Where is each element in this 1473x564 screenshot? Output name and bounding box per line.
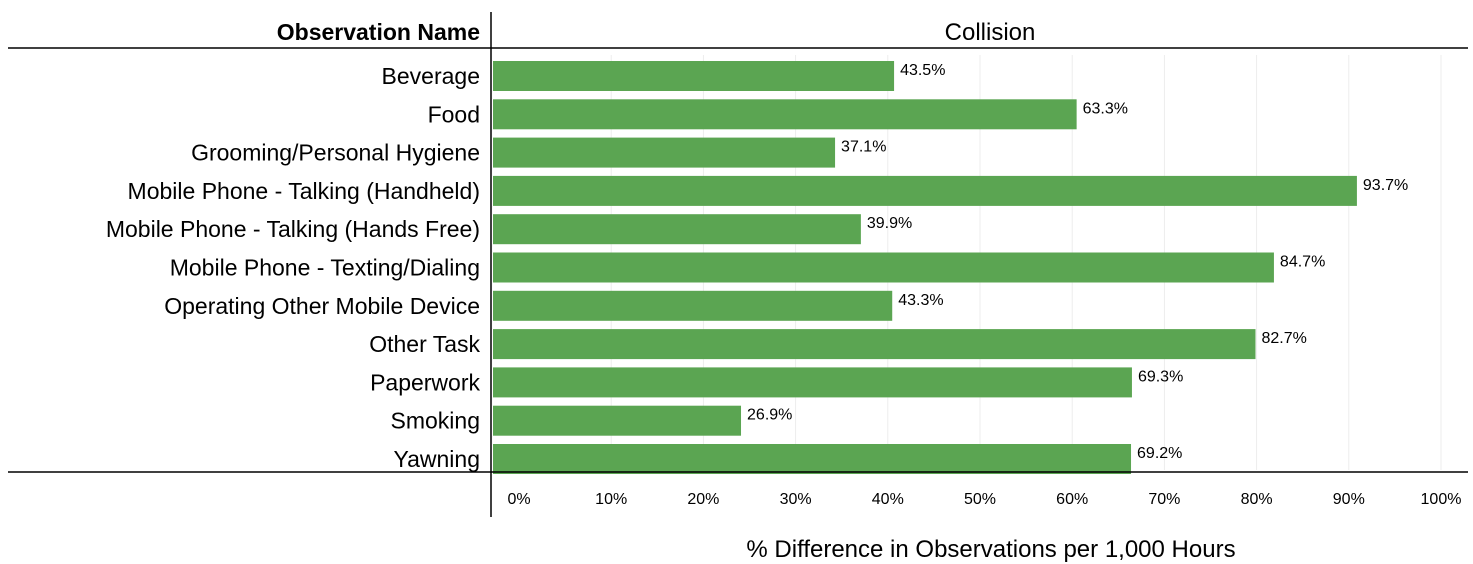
data-label: 26.9% xyxy=(747,407,792,424)
bar xyxy=(493,99,1077,130)
data-label: 82.7% xyxy=(1261,330,1306,347)
bar xyxy=(493,329,1256,360)
x-tick-label: 60% xyxy=(1056,491,1088,508)
x-tick-label: 80% xyxy=(1241,491,1273,508)
data-label: 43.5% xyxy=(900,62,945,79)
data-label: 63.3% xyxy=(1083,100,1128,117)
x-tick-label: 90% xyxy=(1333,491,1365,508)
x-tick-label: 50% xyxy=(964,491,996,508)
data-label: 69.3% xyxy=(1138,368,1183,385)
category-label: Paperwork xyxy=(370,369,480,395)
data-label: 43.3% xyxy=(898,292,943,309)
x-tick-label: 40% xyxy=(872,491,904,508)
category-label: Yawning xyxy=(393,446,480,472)
bar xyxy=(493,290,893,321)
x-tick-label: 0% xyxy=(507,491,530,508)
bar xyxy=(493,367,1132,398)
category-label: Grooming/Personal Hygiene xyxy=(191,140,480,166)
bar xyxy=(493,61,895,91)
bar xyxy=(493,137,836,168)
bar xyxy=(493,175,1357,206)
data-label: 37.1% xyxy=(841,139,886,156)
bar xyxy=(493,214,861,245)
x-tick-label: 30% xyxy=(780,491,812,508)
category-label: Mobile Phone - Talking (Handheld) xyxy=(128,178,480,204)
data-label: 39.9% xyxy=(867,215,912,232)
bar xyxy=(493,444,1132,474)
row-header: Observation Name xyxy=(277,19,480,45)
x-axis-title: % Difference in Observations per 1,000 H… xyxy=(746,536,1235,563)
category-label: Other Task xyxy=(369,331,480,357)
value-labels: 43.5% 63.3% 37.1% 93.7% 39.9% 84.7% 43.3% 82.7%… xyxy=(747,62,1408,462)
x-tick-label: 100% xyxy=(1421,491,1462,508)
category-label: Beverage xyxy=(382,63,480,89)
category-label: Mobile Phone - Talking (Hands Free) xyxy=(106,216,480,242)
x-tick-label: 20% xyxy=(687,491,719,508)
category-label: Mobile Phone - Texting/Dialing xyxy=(170,255,480,281)
bars xyxy=(493,61,1357,474)
x-tick-label: 10% xyxy=(595,491,627,508)
panel-title: Collision xyxy=(945,19,1036,46)
category-label: Smoking xyxy=(391,408,480,434)
bar xyxy=(493,405,742,436)
x-tick-label: 70% xyxy=(1148,491,1180,508)
category-label: Operating Other Mobile Device xyxy=(164,293,480,319)
category-label: Food xyxy=(428,101,480,127)
x-tick-labels: 0% 10% 20% 30% 40% 50% 60% 70% 80% 90% 100% xyxy=(507,491,1461,508)
category-labels: Beverage Food Grooming/Personal Hygiene Mob… xyxy=(106,63,481,472)
data-label: 69.2% xyxy=(1137,445,1182,462)
data-label: 84.7% xyxy=(1280,254,1325,271)
data-label: 93.7% xyxy=(1363,177,1408,194)
bar xyxy=(493,252,1274,283)
